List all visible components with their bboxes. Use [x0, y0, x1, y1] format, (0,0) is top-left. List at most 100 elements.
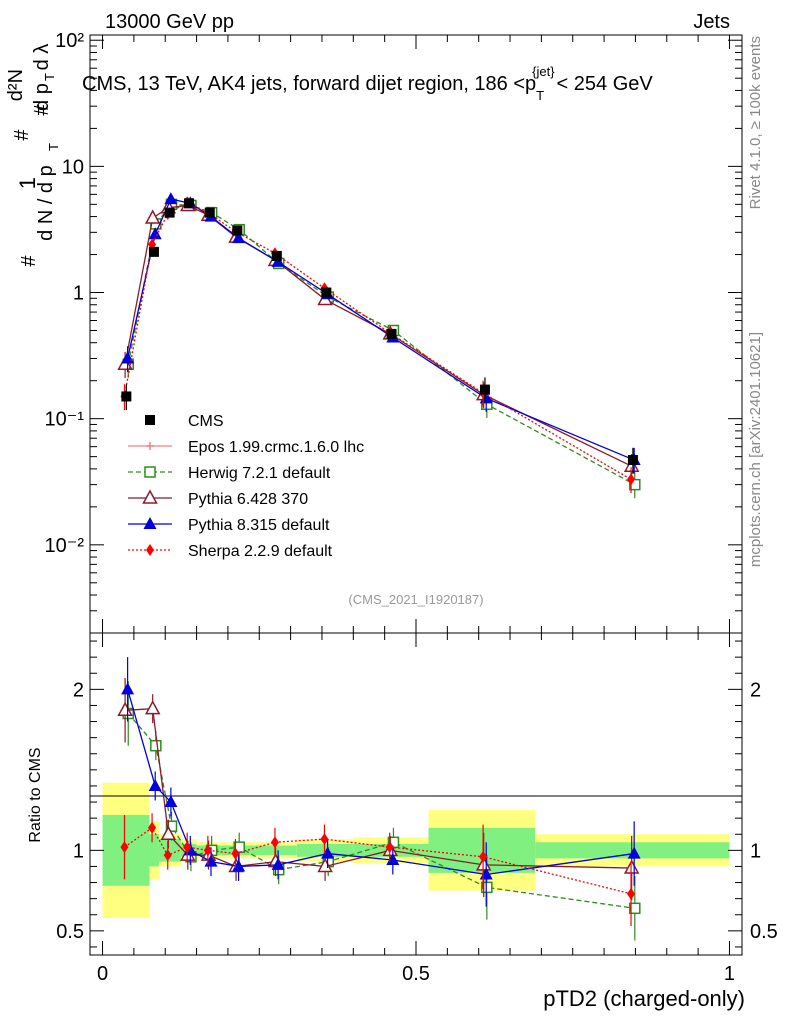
ratio-point-Pythia6 [317, 857, 333, 873]
data-point-CMS [271, 250, 282, 261]
main-series-layer [117, 192, 641, 499]
analysis-watermark: (CMS_2021_I1920187) [348, 592, 483, 607]
ratio-point-Sherpa [148, 821, 157, 834]
data-point-CMS [386, 328, 397, 339]
ratio-point-Pythia6 [623, 859, 640, 874]
ratio-point-Herwig [165, 820, 178, 832]
x-tick-label: 0 [97, 963, 108, 985]
ratio-line-Herwig [127, 713, 635, 909]
ratio-point-Herwig [481, 881, 493, 894]
legend-label-Herwig: Herwig 7.2.1 default [188, 465, 331, 482]
y-tick-label: 10⁻² [45, 535, 85, 557]
ratio-point-Herwig [233, 841, 245, 853]
ratio-point-Pythia6 [160, 825, 177, 840]
ratio-frame [89, 632, 743, 956]
legend-label-Sherpa: Sherpa 2.2.9 default [188, 543, 333, 560]
data-point-CMS [121, 391, 132, 402]
title-superscript: {jet} [532, 64, 555, 79]
ratio-point-Sherpa [231, 847, 240, 860]
ratio-point-Sherpa [627, 887, 636, 900]
ratio-point-Pythia8 [121, 682, 135, 695]
ratio-point-Sherpa [385, 841, 394, 854]
y-tick-label: 10 [62, 156, 84, 178]
legend: CMS Epos 1.99.crmc.1.6.0 lhc Herwig 7.2.1 … [128, 413, 364, 560]
data-point-CMS [232, 225, 243, 236]
ratio-point-Pythia8 [164, 795, 178, 808]
legend-marker-Epos [146, 442, 154, 450]
data-point-Pythia8 [121, 351, 135, 364]
mcplots-reference: mcplots.cern.ch [arXiv:2401.10621] [747, 332, 764, 567]
ratio-point-Pythia8 [271, 857, 285, 870]
data-point-Pythia6 [144, 209, 161, 224]
ratio-point-Sherpa [163, 849, 172, 862]
ratio-tick-label-right: 0.5 [750, 921, 778, 943]
y-tick-label: 1 [73, 283, 84, 305]
x-tick-label: 1 [724, 963, 735, 985]
ratio-band-inner [149, 834, 159, 867]
y-tick-label: 10⁻¹ [45, 409, 85, 431]
ratio-point-Pythia6 [144, 700, 161, 715]
jets-label: Jets [693, 11, 730, 33]
plot-title: CMS, 13 TeV, AK4 jets, forward dijet reg… [82, 64, 653, 103]
ratio-y-axis-label: Ratio to CMS [27, 747, 44, 842]
x-tick-labels: 0 0.5 1 [97, 963, 735, 985]
legend-label-Pythia8: Pythia 8.315 default [188, 517, 330, 534]
ratio-series-layer [117, 657, 641, 941]
legend-marker-Pythia8 [143, 517, 157, 529]
energy-label: 13000 GeV pp [105, 11, 234, 33]
ratio-tick-label: 2 [73, 679, 84, 701]
ratio-point-Pythia8 [148, 778, 162, 791]
legend-marker-Herwig [144, 466, 156, 478]
data-point-Pythia6 [623, 457, 640, 472]
data-point-CMS [148, 246, 159, 257]
svg-text:# 1 d N / d p: # 1 d N / d p T # d²N d p T d λ # [2, 38, 63, 267]
ratio-point-Sherpa [183, 841, 192, 854]
rivet-version: Rivet 4.1.0, ≥ 100k events [747, 36, 764, 209]
ratio-point-Pythia6 [117, 701, 133, 717]
data-point-Pythia8 [148, 227, 162, 240]
series-line-Sherpa [123, 201, 632, 480]
x-tick-label: 0.5 [402, 963, 430, 985]
ratio-point-Herwig [150, 739, 162, 752]
data-point-Pythia8 [164, 192, 178, 205]
data-point-Pythia8 [232, 231, 246, 244]
main-axis-ticks [90, 35, 742, 634]
ratio-axis-ticks: 0.5 0.5 1 1 2 2 [56, 633, 778, 955]
legend-label-Pythia6: Pythia 6.428 370 [188, 491, 308, 508]
ratio-point-Pythia6 [475, 856, 492, 871]
data-point-CMS [479, 384, 490, 395]
data-point-CMS [627, 455, 638, 466]
ratio-point-Pythia8 [321, 846, 335, 859]
ratio-band-inner [158, 839, 181, 862]
ratio-point-Pythia8 [232, 859, 246, 872]
ratio-band-inner [296, 843, 354, 857]
legend-label-CMS: CMS [188, 413, 224, 430]
data-point-CMS [184, 198, 195, 209]
legend-marker-Pythia6 [142, 489, 158, 504]
legend-marker-Sherpa [146, 544, 154, 556]
ratio-tick-label-right: 1 [750, 840, 761, 862]
ratio-tick-label: 1 [73, 840, 84, 862]
ratio-tick-label: 0.5 [56, 921, 84, 943]
ratio-point-Sherpa [203, 844, 212, 857]
x-axis-label: pTD2 (charged-only) [543, 986, 745, 1011]
data-point-CMS [164, 207, 175, 218]
main-y-tick-labels: 10⁻² 10⁻¹ 1 10 10² [45, 30, 85, 557]
ratio-point-Sherpa [120, 841, 129, 854]
legend-marker-CMS [145, 415, 155, 425]
ratio-point-Herwig [629, 902, 641, 915]
data-point-Sherpa [627, 473, 636, 486]
ratio-point-Pythia8 [386, 853, 400, 866]
y-tick-label: 10² [55, 30, 84, 52]
data-point-CMS [204, 207, 215, 218]
ratio-tick-label-right: 2 [750, 679, 761, 701]
ratio-point-Pythia8 [627, 846, 641, 859]
main-y-axis-label: # 1 d N / d p T # d²N d p T d λ # [2, 38, 63, 267]
ratio-point-Sherpa [270, 836, 279, 849]
ratio-point-Sherpa [320, 833, 329, 846]
ratio-point-Sherpa [479, 850, 488, 863]
title-subscript: T [536, 88, 544, 103]
legend-label-Epos: Epos 1.99.crmc.1.6.0 lhc [188, 439, 364, 456]
data-point-CMS [321, 287, 332, 298]
